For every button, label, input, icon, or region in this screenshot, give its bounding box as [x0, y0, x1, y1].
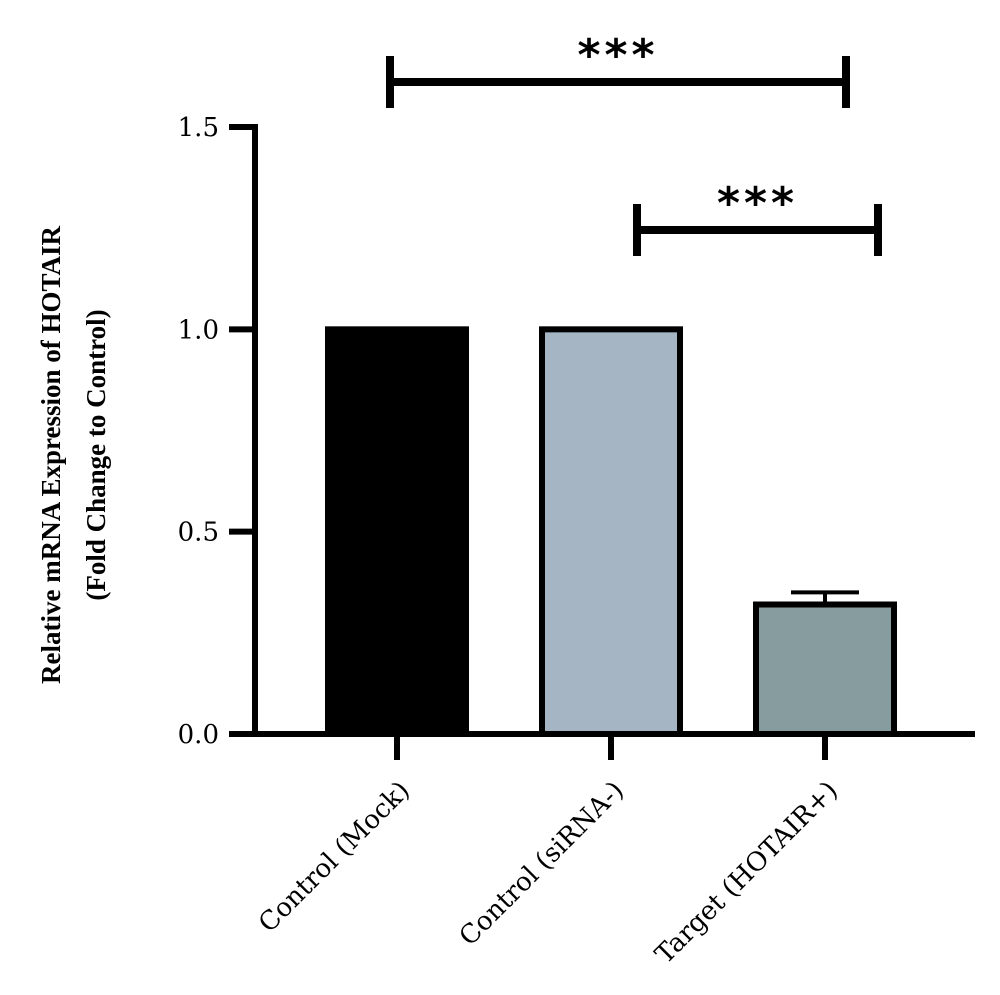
- bar: [325, 326, 469, 737]
- y-axis-label: Relative mRNA Expression of HOTAIR (Fold…: [36, 226, 111, 684]
- y-tick-label: 0.5: [178, 518, 219, 548]
- y-tick-label: 1.0: [178, 315, 219, 345]
- significance-label: ***: [717, 178, 798, 229]
- plot-area: 0.0 0.5 1.0 1.5 Control (Mock) Control (siRNA…: [178, 30, 975, 970]
- bar: [539, 326, 683, 737]
- y-tick-label: 0.0: [178, 720, 219, 750]
- y-axis-label-line1: Relative mRNA Expression of HOTAIR: [36, 226, 66, 684]
- x-tick-label: Control (siRNA-): [454, 776, 630, 952]
- y-axis-label-line2: (Fold Change to Control): [81, 309, 111, 600]
- x-tick-label: Target (HOTAIR+): [650, 776, 844, 970]
- significance-label: ***: [577, 30, 658, 81]
- x-tick-label: Control (Mock): [253, 776, 416, 939]
- bar: [753, 601, 897, 737]
- y-tick-label: 1.5: [178, 113, 219, 143]
